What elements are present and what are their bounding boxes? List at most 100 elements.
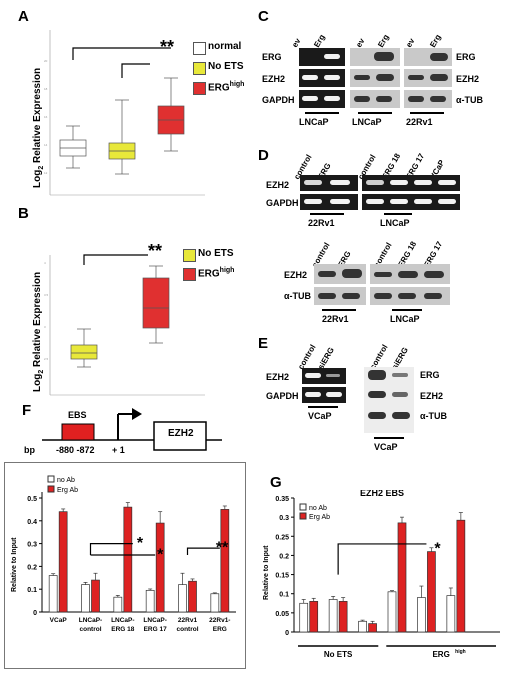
g-group-label-sup: high <box>455 649 466 655</box>
c-row-erg: ERG <box>262 52 282 62</box>
f-stars-1: * <box>137 535 144 552</box>
f-bar-ergab <box>188 580 197 613</box>
f-xtick-label: 22Rv1 <box>178 617 198 624</box>
legend-swatch-no-ets <box>193 62 206 75</box>
box-normal <box>59 125 87 169</box>
f-chart-frame <box>4 462 246 669</box>
g-ytick-label: 0.15 <box>275 573 289 580</box>
d-bot-row-ezh2: EZH2 <box>284 270 308 280</box>
f-promoter-diagram <box>42 408 222 451</box>
e-right-row-erg: ERG <box>420 370 440 380</box>
f-ylabel: Relative to Input <box>11 537 18 592</box>
f-ebs-label: EBS <box>68 410 87 420</box>
c-blot-tub-mid <box>350 90 400 108</box>
g-bar-ergab <box>427 551 436 633</box>
svg-text:2.5: 2.5 <box>44 357 49 361</box>
f-ytick-label: 0.1 <box>27 587 37 594</box>
legend-erg-high: ERGhigh <box>208 81 245 94</box>
d-gel-ezh2-left <box>300 175 358 191</box>
d-bot-row-tub: α-TUB <box>284 291 312 301</box>
legend-no-ets: No ETS <box>208 61 244 72</box>
svg-text:12: 12 <box>44 171 48 175</box>
legend-swatch-erg-high <box>193 82 206 95</box>
c-gel-gapdh-left <box>299 90 345 108</box>
d-gel-gapdh-right <box>362 194 460 210</box>
d-gel-ezh2-right <box>362 175 460 191</box>
f-stars-2: * <box>157 547 164 564</box>
c-right-tub: α-TUB <box>456 95 484 105</box>
panel-d-label: D <box>258 147 269 164</box>
panel-f-label: F <box>22 402 32 419</box>
panel-b-boxplot: 4 3.5 3 2.5 <box>44 254 205 396</box>
c-cell-2: LNCaP <box>352 117 382 127</box>
f-ytick-label: 0.5 <box>27 496 37 503</box>
f-bar-ergab <box>91 579 100 613</box>
g-group-label-2: ERG <box>432 650 449 659</box>
svg-text:14: 14 <box>44 143 48 147</box>
f-legend-swatch-noab <box>47 475 55 483</box>
panel-a-stars: ** <box>160 37 175 57</box>
f-bracket-3 <box>186 547 220 555</box>
c-blot-erg-right <box>404 48 452 66</box>
f-gene-label: EZH2 <box>168 428 194 439</box>
g-bar-ergab <box>338 601 348 633</box>
g-bar-chart: 0 0.05 0.1 0.15 0.2 0.25 0.3 0.35 Relative to In… <box>263 490 500 659</box>
g-group-label-1: No ETS <box>324 650 353 659</box>
c-right-ezh2: EZH2 <box>456 74 480 84</box>
f-xtick-label: control <box>79 626 101 633</box>
legend-normal: normal <box>208 41 242 52</box>
c-row-gapdh: GAPDH <box>262 95 295 105</box>
svg-text:16: 16 <box>44 115 48 119</box>
svg-text:3.5: 3.5 <box>44 293 49 297</box>
g-bar-ergab <box>456 519 466 633</box>
g-bar-noab <box>446 595 456 633</box>
f-bar-noab <box>210 593 220 613</box>
f-bar-noab <box>81 584 90 613</box>
f-bar-noab <box>48 575 58 613</box>
c-right-erg: ERG <box>456 52 476 62</box>
g-ytick-label: 0.05 <box>275 611 289 618</box>
g-bar-noab <box>387 591 397 633</box>
d-top-row-ezh2: EZH2 <box>266 180 290 190</box>
d-top-cell-2: LNCaP <box>380 218 410 228</box>
f-bar-chart: 0 0.1 0.2 0.3 0.4 0.5 Relative to Input no Ab Er… <box>11 475 236 633</box>
f-ytick-label: 0.4 <box>27 519 37 526</box>
g-stars: * <box>434 541 441 558</box>
f-xtick-label: 22Rv1- <box>209 617 230 624</box>
g-ytick-label: 0 <box>285 630 289 637</box>
e-gel-gapdh <box>302 387 346 403</box>
panel-b-ylabel: Log2 Relative Expression <box>32 271 45 392</box>
e-right-cell: VCaP <box>374 442 398 452</box>
g-ytick-label: 0.25 <box>275 534 289 541</box>
g-bar-noab <box>328 599 338 633</box>
c-blot-tub-right <box>404 90 452 108</box>
e-right-row-tub: α-TUB <box>420 411 448 421</box>
legend-b-swatch-erg-high <box>183 268 196 281</box>
g-legend-ergab: Erg Ab <box>309 514 330 521</box>
panel-a-boxplot: 20 18 16 14 12 <box>44 30 205 196</box>
g-ytick-label: 0.1 <box>279 592 289 599</box>
panel-a-ylabel: Log2 Relative Expression <box>32 67 45 188</box>
c-gel-ezh2-left <box>299 69 345 87</box>
f-bar-noab <box>145 589 155 613</box>
f-legend-noab: no Ab <box>57 477 75 484</box>
g-bar-ergab <box>397 522 407 633</box>
d-top-row-gapdh: GAPDH <box>266 198 299 208</box>
f-legend-swatch-ergab <box>47 485 55 493</box>
g-ytick-label: 0.2 <box>279 553 289 560</box>
c-blot-ezh2-mid <box>350 69 400 87</box>
panel-b-stars: ** <box>148 241 163 261</box>
f-ytick-label: 0 <box>33 610 37 617</box>
g-ytick-label: 0.3 <box>279 515 289 522</box>
f-legend-ergab: Erg Ab <box>57 487 78 494</box>
f-xtick-label: ERG 18 <box>111 626 135 633</box>
g-bar-ergab <box>309 601 319 633</box>
d-blot-tub-left <box>314 287 366 305</box>
c-lane-4: Erg <box>376 32 391 49</box>
c-lane-2: Erg <box>312 32 327 49</box>
f-pos-ebs: -880 -872 <box>56 445 95 455</box>
box-no-ets <box>108 99 136 175</box>
box-erg-high <box>157 77 185 152</box>
box-b-erg-high <box>142 265 170 344</box>
legend-swatch-normal <box>193 42 206 55</box>
